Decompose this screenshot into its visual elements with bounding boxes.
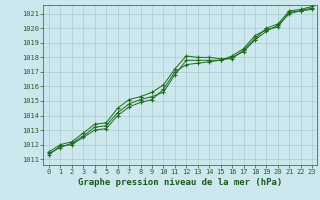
X-axis label: Graphe pression niveau de la mer (hPa): Graphe pression niveau de la mer (hPa) [78, 178, 282, 187]
